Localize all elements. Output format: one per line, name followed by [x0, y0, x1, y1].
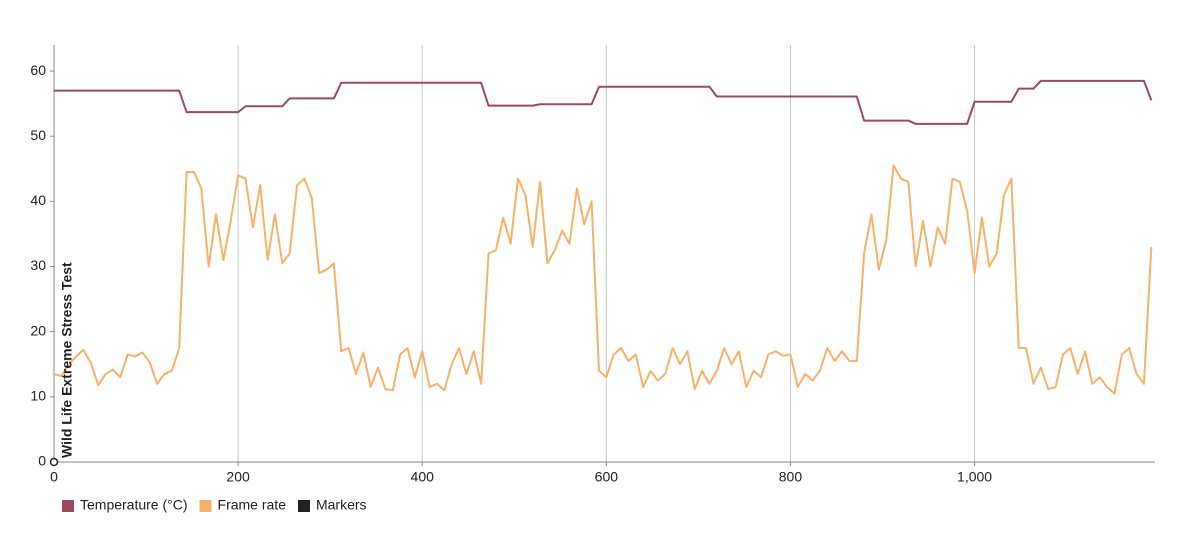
x-tick-label: 200 — [226, 469, 250, 485]
y-tick-label: 10 — [30, 388, 46, 404]
y-tick-label: 40 — [30, 192, 46, 208]
marker — [49, 457, 59, 467]
x-tick-label: 800 — [779, 469, 803, 485]
x-tick-label: 400 — [411, 469, 435, 485]
marker-label: Wild Life Extreme Stress Test — [59, 262, 75, 458]
series-line — [53, 164, 1153, 395]
legend-swatch — [297, 500, 310, 512]
x-tick-label: 600 — [595, 469, 619, 485]
y-tick-label: 60 — [30, 62, 46, 78]
legend-label: Temperature (°C) — [80, 497, 188, 513]
y-tick-label: 0 — [38, 453, 46, 469]
legend-label: Markers — [316, 497, 367, 513]
legend-swatch — [62, 500, 74, 512]
x-tick-label: 1,000 — [957, 469, 992, 485]
y-tick-label: 50 — [30, 127, 46, 143]
x-tick-label: 0 — [50, 469, 58, 485]
legend-swatch — [199, 500, 212, 512]
y-tick-label: 30 — [30, 257, 46, 273]
y-tick-label: 20 — [30, 322, 46, 338]
series-line — [54, 79, 1153, 125]
legend-label: Frame rate — [218, 497, 287, 513]
